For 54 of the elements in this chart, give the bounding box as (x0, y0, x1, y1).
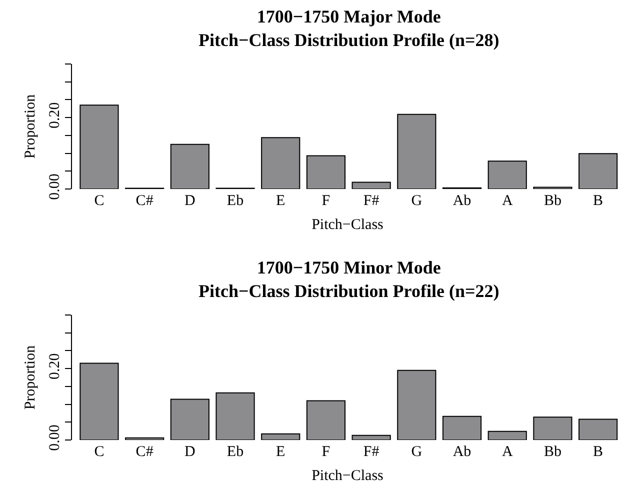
x-axis-title: Pitch−Class (312, 217, 384, 233)
bar (352, 182, 391, 189)
bar (125, 437, 164, 440)
bar (170, 144, 210, 189)
x-tick-label: F# (363, 444, 380, 460)
x-tick-label: A (502, 193, 513, 209)
x-tick-label: E (276, 444, 286, 460)
chart-title: 1700−1750 Minor Mode Pitch−Class Distribution Profile (n=22) (198, 258, 500, 301)
x-tick-label: Ab (452, 444, 472, 460)
chart-title: 1700−1750 Major Mode Pitch−Class Distribution Profile (n=28) (198, 6, 500, 50)
x-tick-label: D (184, 444, 196, 460)
y-tick-label: 0.00 (47, 424, 63, 451)
x-tick-label: B (593, 444, 604, 460)
y-tick-label: 0.20 (47, 353, 63, 380)
bar (397, 114, 436, 189)
bar (533, 416, 572, 440)
bar (352, 434, 391, 440)
x-tick-label: E (276, 193, 286, 209)
y-axis-title: Proportion (22, 344, 38, 410)
y-tick-label: 0.20 (47, 102, 63, 128)
x-tick-label: Bb (544, 193, 562, 209)
x-tick-label: B (593, 193, 604, 209)
x-tick-label: Bb (544, 444, 562, 460)
bar (578, 418, 618, 440)
x-tick-label: F# (363, 193, 380, 209)
bar (261, 433, 300, 440)
bar (216, 392, 255, 440)
y-tick-label: 0.00 (47, 174, 63, 200)
bar (578, 153, 618, 189)
x-tick-label: G (411, 444, 422, 460)
x-tick-label: C# (136, 444, 154, 460)
x-tick-label: G (411, 193, 422, 209)
bar (80, 104, 119, 189)
bar (306, 400, 346, 440)
bar (397, 370, 436, 440)
bar (442, 416, 482, 440)
x-tick-label: C (94, 444, 104, 460)
x-axis-title: Pitch−Class (312, 468, 384, 484)
x-tick-label: C (94, 193, 104, 209)
x-tick-label: D (184, 193, 196, 209)
x-tick-label: F (322, 444, 330, 460)
x-tick-label: A (502, 444, 513, 460)
bar (306, 155, 346, 189)
x-tick-label: Eb (226, 444, 244, 460)
y-axis-title: Proportion (22, 94, 38, 159)
bar (170, 398, 210, 440)
x-tick-label: F (322, 193, 330, 209)
x-tick-label: Eb (226, 193, 244, 209)
bar (261, 137, 300, 189)
x-tick-label: Ab (452, 193, 472, 209)
bar (488, 160, 527, 189)
x-tick-label: C# (136, 193, 154, 209)
bar (488, 430, 527, 440)
bar (80, 362, 119, 440)
